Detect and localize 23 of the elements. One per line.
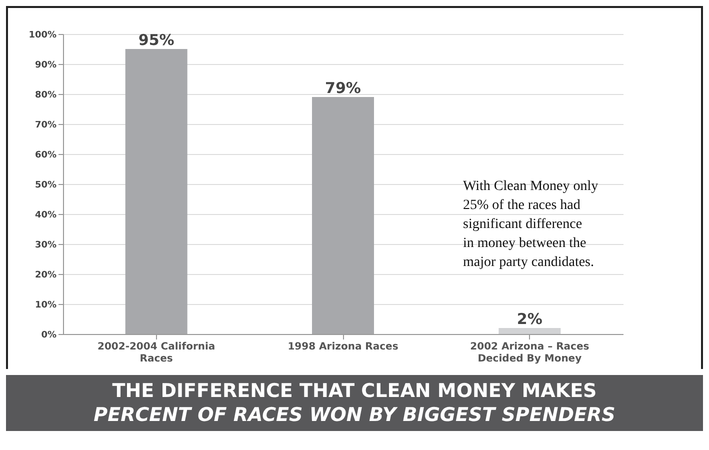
bar <box>125 49 188 334</box>
x-tick-label: 1998 Arizona Races <box>288 342 398 352</box>
x-tick-label: 2002-2004 California Races <box>97 342 216 364</box>
y-tick-label: 70% <box>34 120 56 130</box>
data-label: 95% <box>138 31 174 49</box>
y-tick-label: 80% <box>34 90 56 100</box>
bar <box>498 328 561 334</box>
y-tick-label: 60% <box>34 150 56 160</box>
text: THE DIFFERENCE THAT CLEAN MONEY MAKES <box>111 379 598 403</box>
y-tick-label: 0% <box>41 330 56 340</box>
annotation: With Clean Money only 25% of the races had significant difference in money between the major party candidates. <box>463 179 598 270</box>
y-tick-label: 40% <box>34 210 56 220</box>
bar <box>312 97 374 334</box>
x-tick-label: 2002 Arizona – Races Decided By Money <box>470 342 590 364</box>
y-tick-label: 90% <box>34 60 56 70</box>
y-tick-label: 50% <box>34 180 56 190</box>
y-tick-label: 20% <box>34 270 56 280</box>
data-label: 79% <box>325 79 361 97</box>
y-tick-label: 30% <box>34 240 56 250</box>
y-tick-label: 100% <box>28 30 56 40</box>
data-label: 2% <box>516 310 542 328</box>
y-tick-label: 10% <box>34 300 56 310</box>
text: PERCENT OF RACES WON BY BIGGEST SPENDERS <box>92 403 616 427</box>
